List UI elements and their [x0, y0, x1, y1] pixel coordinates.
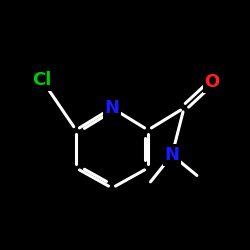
Text: N: N	[164, 146, 180, 164]
Text: N: N	[104, 99, 120, 117]
Text: Cl: Cl	[32, 71, 52, 89]
Text: O: O	[204, 73, 220, 91]
